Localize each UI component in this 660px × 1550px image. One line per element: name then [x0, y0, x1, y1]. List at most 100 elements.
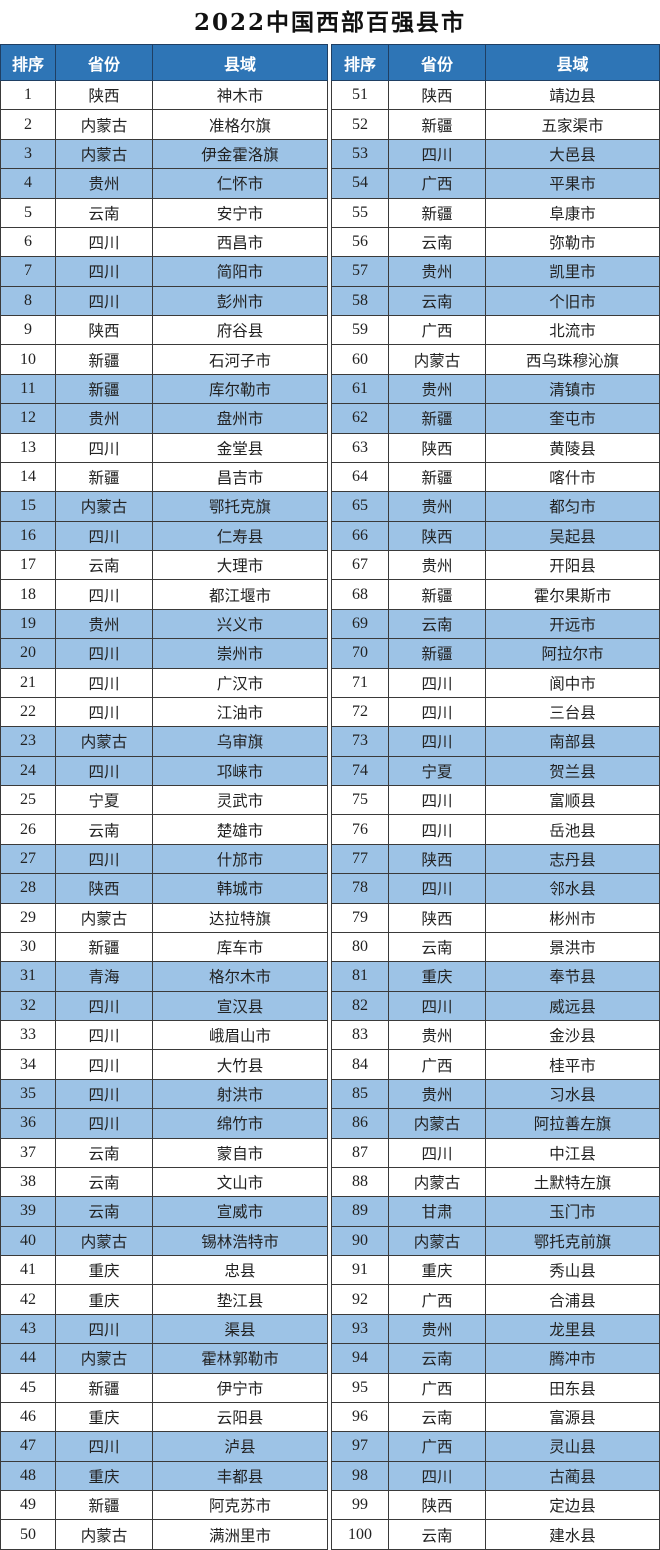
- county-cell: 格尔木市: [152, 961, 328, 992]
- county-cell: 宣威市: [152, 1196, 328, 1227]
- table-row: 55 新疆 阜康市: [331, 197, 660, 228]
- province-cell: 四川: [55, 638, 153, 669]
- table-row: 66 陕西 吴起县: [331, 520, 660, 552]
- table-row: 43 四川 渠县: [0, 1313, 328, 1345]
- province-cell: 陕西: [388, 843, 486, 875]
- table-row: 27 四川 什邡市: [0, 843, 328, 875]
- province-cell: 云南: [55, 1166, 153, 1198]
- county-cell: 阿拉善左旗: [485, 1108, 660, 1139]
- table-row: 17 云南 大理市: [0, 549, 328, 581]
- county-cell: 平果市: [485, 168, 660, 199]
- table-row: 33 四川 峨眉山市: [0, 1019, 328, 1051]
- county-cell: 伊宁市: [152, 1372, 328, 1403]
- county-cell: 奉节县: [485, 961, 660, 992]
- table-row: 92 广西 合浦县: [331, 1284, 660, 1315]
- rank-cell: 26: [0, 814, 56, 845]
- province-cell: 贵州: [388, 549, 486, 581]
- province-cell: 四川: [55, 990, 153, 1022]
- rank-cell: 7: [0, 256, 56, 287]
- province-cell: 甘肃: [388, 1196, 486, 1227]
- county-cell: 灵武市: [152, 784, 328, 816]
- rank-cell: 55: [331, 197, 389, 228]
- county-cell: 鄂托克前旗: [485, 1225, 660, 1257]
- province-cell: 陕西: [55, 314, 153, 346]
- rank-cell: 22: [0, 696, 56, 728]
- table-row: 13 四川 金堂县: [0, 432, 328, 463]
- table-row: 60 内蒙古 西乌珠穆沁旗: [331, 344, 660, 375]
- county-cell: 文山市: [152, 1166, 328, 1198]
- county-cell: 仁怀市: [152, 168, 328, 199]
- county-cell: 定边县: [485, 1489, 660, 1521]
- rank-cell: 90: [331, 1225, 389, 1257]
- county-cell: 黄陵县: [485, 432, 660, 463]
- table-row: 59 广西 北流市: [331, 314, 660, 346]
- county-cell: 金堂县: [152, 432, 328, 463]
- table-row: 14 新疆 昌吉市: [0, 461, 328, 493]
- header-province: 省份: [55, 44, 153, 81]
- province-cell: 内蒙古: [388, 344, 486, 375]
- county-cell: 建水县: [485, 1519, 660, 1550]
- rank-cell: 84: [331, 1049, 389, 1080]
- rank-cell: 48: [0, 1460, 56, 1492]
- header-rank: 排序: [0, 44, 56, 81]
- county-cell: 崇州市: [152, 638, 328, 669]
- province-cell: 广西: [388, 1284, 486, 1315]
- rank-cell: 88: [331, 1166, 389, 1198]
- table-row: 99 陕西 定边县: [331, 1489, 660, 1521]
- province-cell: 广西: [388, 1049, 486, 1080]
- province-cell: 四川: [55, 285, 153, 317]
- table-row: 1 陕西 神木市: [0, 79, 328, 111]
- table-row: 73 四川 南部县: [331, 726, 660, 757]
- table-row: 79 陕西 彬州市: [331, 902, 660, 933]
- county-cell: 土默特左旗: [485, 1166, 660, 1198]
- table-row: 34 四川 大竹县: [0, 1049, 328, 1080]
- province-cell: 四川: [388, 726, 486, 757]
- county-cell: 腾冲市: [485, 1343, 660, 1374]
- rank-cell: 43: [0, 1313, 56, 1345]
- rank-cell: 35: [0, 1078, 56, 1110]
- county-cell: 彬州市: [485, 902, 660, 933]
- county-cell: 蒙自市: [152, 1137, 328, 1168]
- province-cell: 新疆: [55, 1489, 153, 1521]
- table-row: 18 四川 都江堰市: [0, 579, 328, 610]
- province-cell: 内蒙古: [55, 1519, 153, 1550]
- rank-cell: 41: [0, 1254, 56, 1286]
- province-cell: 四川: [55, 755, 153, 787]
- county-cell: 大竹县: [152, 1049, 328, 1080]
- table-row: 29 内蒙古 达拉特旗: [0, 902, 328, 933]
- rank-cell: 12: [0, 403, 56, 434]
- province-cell: 四川: [388, 1137, 486, 1168]
- table-row: 63 陕西 黄陵县: [331, 432, 660, 463]
- province-cell: 陕西: [388, 520, 486, 552]
- county-cell: 阿克苏市: [152, 1489, 328, 1521]
- county-cell: 玉门市: [485, 1196, 660, 1227]
- county-cell: 霍尔果斯市: [485, 579, 660, 610]
- county-cell: 靖边县: [485, 79, 660, 111]
- province-cell: 四川: [55, 1078, 153, 1110]
- county-cell: 阆中市: [485, 667, 660, 698]
- county-cell: 垫江县: [152, 1284, 328, 1315]
- rank-cell: 9: [0, 314, 56, 346]
- province-cell: 四川: [55, 1049, 153, 1080]
- rank-cell: 64: [331, 461, 389, 493]
- county-cell: 古蔺县: [485, 1460, 660, 1492]
- county-cell: 弥勒市: [485, 226, 660, 258]
- rank-cell: 17: [0, 549, 56, 581]
- county-cell: 忠县: [152, 1254, 328, 1286]
- province-cell: 重庆: [388, 961, 486, 992]
- province-cell: 内蒙古: [55, 138, 153, 170]
- province-cell: 贵州: [388, 256, 486, 287]
- county-cell: 锡林浩特市: [152, 1225, 328, 1257]
- rank-cell: 96: [331, 1401, 389, 1433]
- rank-cell: 34: [0, 1049, 56, 1080]
- rank-cell: 14: [0, 461, 56, 493]
- table-row: 4 贵州 仁怀市: [0, 168, 328, 199]
- county-cell: 田东县: [485, 1372, 660, 1403]
- table-row: 71 四川 阆中市: [331, 667, 660, 698]
- province-cell: 新疆: [55, 344, 153, 375]
- table-row: 61 贵州 清镇市: [331, 373, 660, 405]
- province-cell: 新疆: [55, 1372, 153, 1403]
- table-row: 23 内蒙古 乌审旗: [0, 726, 328, 757]
- table-row: 16 四川 仁寿县: [0, 520, 328, 552]
- county-cell: 三台县: [485, 696, 660, 728]
